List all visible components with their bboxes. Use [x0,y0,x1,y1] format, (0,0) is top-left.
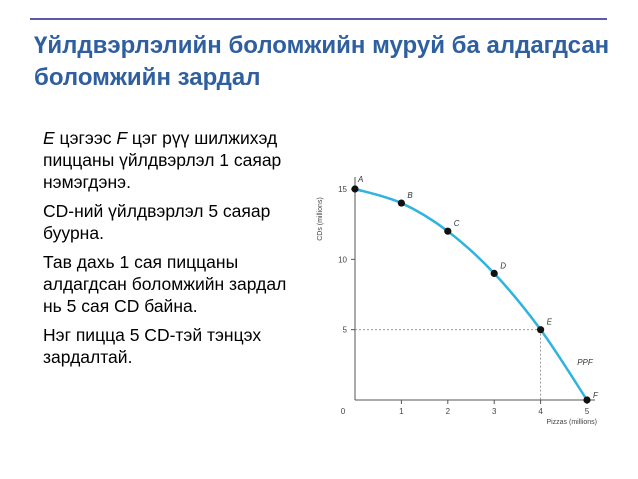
x-tick-label: 2 [446,407,451,416]
data-point-d [490,269,498,277]
x-tick-label: 1 [399,407,404,416]
title-rule [30,18,607,20]
x-axis-title: Pizzas (millions) [546,419,597,426]
y-tick-label: 10 [338,255,347,264]
x-tick-label: 3 [492,407,497,416]
data-point-b [397,199,405,207]
ppf-chart: 0 1 2 3 4 5 5 10 15 Pizzas (millions) CDs (million… [317,175,599,426]
paragraph-1: E цэгээс F цэг рүү шилжихэд пиццаны үйлд… [43,127,303,193]
data-point-a [351,185,359,193]
slide-title: Үйлдвэрлэлийн боломжийн муруй ба алдагдс… [34,32,610,91]
paragraph-1-mid: цэгээс [54,128,117,148]
data-point-e [537,326,545,334]
point-label-a: A [357,175,363,184]
x-tick-label: 5 [585,407,590,416]
paragraph-2: CD-ний үйлдвэрлэл 5 саяар буурна. [43,201,271,243]
point-label-b: B [407,191,413,200]
x-tick-label: 0 [341,407,346,416]
point-f-ref: F [116,128,128,148]
point-label-f: F [593,391,599,400]
paragraph-4: Нэг пицца 5 CD-тэй тэнцэх зардалтай. [43,325,262,367]
paragraph-3: Тав дахь 1 сая пиццаны алдагдсан боломжи… [43,252,287,316]
y-tick-label: 5 [343,326,348,335]
ppf-curve [354,187,589,401]
series-label: PPF [577,358,594,367]
data-point-f [583,396,591,404]
data-point-c [444,227,452,235]
point-label-e: E [547,318,553,327]
point-label-d: D [500,261,506,270]
x-tick-label: 4 [538,407,543,416]
point-e-ref: E [43,128,55,148]
point-label-c: C [454,219,460,228]
y-tick-label: 15 [338,185,347,194]
body-text: E цэгээс F цэг рүү шилжихэд пиццаны үйлд… [43,127,303,375]
paragraph-1-rest: цэг рүү шилжихэд пиццаны үйлдвэрлэл 1 са… [43,128,282,192]
y-axis-title: CDs (millions) [317,197,324,241]
